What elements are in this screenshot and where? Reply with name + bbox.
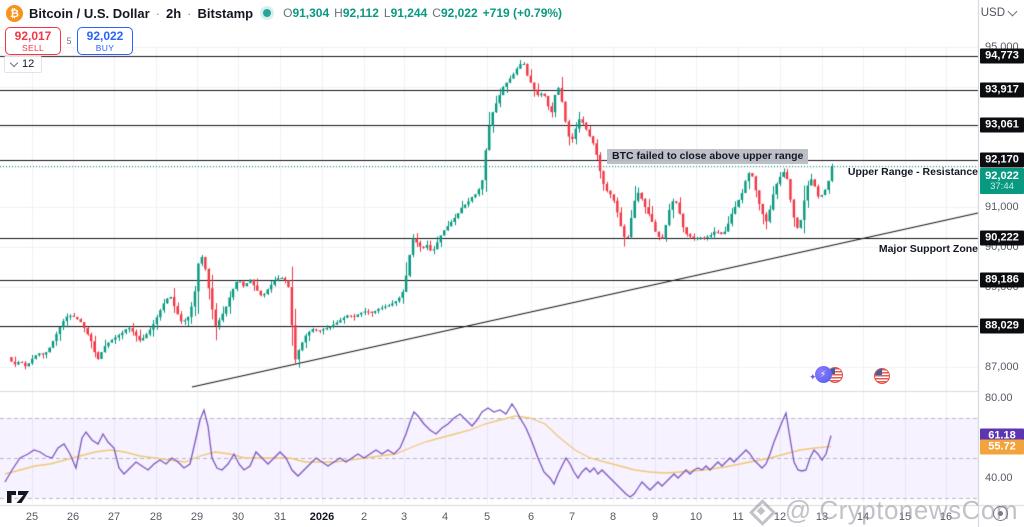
event-marker[interactable]: [874, 368, 890, 384]
price-level-badge: 89,186: [980, 272, 1024, 288]
time-axis-label: 16: [939, 511, 953, 523]
time-axis-label: 2: [360, 511, 368, 523]
time-axis-label: 11: [732, 511, 744, 523]
go-to-realtime-button[interactable]: [993, 506, 1008, 521]
tradingview-logo[interactable]: [6, 489, 32, 505]
price-axis-label: 91,000: [985, 201, 1019, 213]
spread-value: 5: [66, 36, 72, 46]
buy-label: BUY: [95, 42, 115, 53]
time-axis-label: 26: [66, 511, 80, 523]
time-axis-label: 4: [441, 511, 449, 523]
time-axis-label: 3: [400, 511, 408, 523]
symbol-title[interactable]: Bitcoin / U.S. Dollar: [29, 5, 150, 21]
cryptonews-logo: [746, 496, 776, 526]
exchange-name[interactable]: Bitstamp: [197, 5, 254, 21]
price-scale[interactable]: 95,00091,00090,00089,00087,00080.0040.00…: [978, 0, 1024, 527]
us-flag-event-icon: [874, 368, 890, 384]
close-value: 92,022: [440, 6, 478, 20]
chevron-down-icon: [9, 58, 19, 67]
rsi-axis-label: 80.00: [985, 392, 1013, 404]
buy-price: 92,022: [86, 28, 124, 43]
buy-button[interactable]: 92,022 BUY: [77, 27, 133, 55]
symbol-header: ₿ Bitcoin / U.S. Dollar · 2h · Bitstamp …: [6, 4, 562, 22]
time-axis-label: 10: [689, 511, 703, 523]
legend-collapse-toggle[interactable]: 12: [4, 56, 43, 73]
low-label: L: [383, 6, 391, 20]
time-axis-label: 13: [815, 511, 829, 523]
sell-price: 92,017: [14, 28, 52, 43]
time-axis-label: 9: [651, 511, 659, 523]
separator-dot: ·: [187, 5, 192, 21]
time-axis-label: 14: [856, 511, 870, 523]
annotation-resistance: Upper Range - Resistance: [847, 166, 978, 178]
sell-label: SELL: [22, 42, 44, 53]
price-level-badge: 88,029: [980, 318, 1024, 334]
current-price-badge: 92,022 37:44: [980, 168, 1024, 194]
rsi-axis-label: 40.00: [985, 472, 1013, 484]
currency-dropdown[interactable]: USD: [980, 6, 1018, 19]
annotation-note: BTC failed to close above upper range: [607, 149, 809, 164]
ohlc-readout: O91,304 H92,112 L91,244 C92,022 +719 (+0…: [283, 6, 562, 20]
open-value: 91,304: [292, 6, 330, 20]
price-axis-label: 87,000: [985, 361, 1019, 373]
current-price-value: 92,022: [985, 170, 1019, 182]
bitcoin-icon: ₿: [6, 4, 23, 22]
time-axis-label: 8: [609, 511, 617, 523]
chevron-down-icon: [1007, 6, 1018, 17]
interval-value[interactable]: 2h: [165, 5, 182, 21]
event-markers[interactable]: ✦ ⚡: [809, 366, 843, 383]
price-level-badge: 93,917: [980, 82, 1024, 98]
time-axis-label: 5: [483, 511, 491, 523]
time-axis-label: 6: [527, 511, 535, 523]
legend-count: 12: [22, 58, 35, 70]
time-axis-label: 12: [773, 511, 787, 523]
time-axis-label: 15: [898, 511, 912, 523]
sparkle-icon: ✦: [809, 373, 817, 383]
time-axis-label: 25: [25, 511, 39, 523]
open-label: O: [283, 6, 293, 20]
trade-panel: 92,017 SELL 5 92,022 BUY: [5, 27, 133, 55]
time-axis-label: 31: [273, 511, 287, 523]
time-axis-label: 27: [107, 511, 121, 523]
close-label: C: [432, 6, 441, 20]
currency-label: USD: [980, 7, 1005, 19]
time-axis-label: 7: [568, 511, 576, 523]
time-axis-label: 28: [149, 511, 163, 523]
price-level-badge: 92,170: [980, 152, 1024, 168]
high-value: 92,112: [342, 6, 379, 20]
bar-countdown: 37:44: [990, 181, 1014, 192]
price-level-badge: 93,061: [980, 117, 1024, 133]
time-axis-label: 29: [190, 511, 204, 523]
time-scale[interactable]: 25 26 27 28 29 30 31 2026 2 3 4 5 6 7 8 9 10 11 12 13 14 15 16: [0, 505, 978, 527]
sell-button[interactable]: 92,017 SELL: [5, 27, 61, 55]
annotation-support: Major Support Zone: [878, 243, 978, 255]
separator-dot: ·: [155, 5, 160, 21]
change-value: +719 (+0.79%): [482, 6, 563, 20]
price-level-badge: 90,222: [980, 230, 1024, 246]
rsi-value-badge: 55.72: [980, 439, 1024, 455]
high-label: H: [334, 6, 343, 20]
market-status-dot: [263, 9, 272, 17]
low-value: 91,244: [390, 6, 428, 20]
time-axis-label: 30: [231, 511, 245, 523]
price-level-badge: 94,773: [980, 48, 1024, 64]
time-axis-label: 2026: [309, 511, 335, 523]
lightning-event-icon: ⚡: [814, 366, 832, 383]
